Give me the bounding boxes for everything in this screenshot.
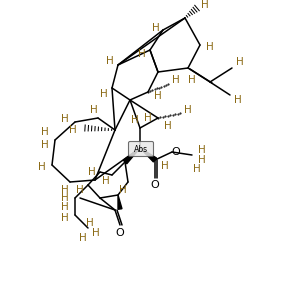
Text: H: H bbox=[152, 23, 160, 33]
Text: H: H bbox=[234, 95, 242, 105]
Text: O: O bbox=[116, 228, 124, 238]
Text: H: H bbox=[188, 75, 196, 85]
Text: H: H bbox=[201, 0, 209, 10]
Text: H: H bbox=[38, 162, 46, 172]
Text: H: H bbox=[161, 161, 169, 171]
FancyBboxPatch shape bbox=[129, 141, 154, 156]
Text: H: H bbox=[79, 233, 87, 243]
Text: H: H bbox=[76, 185, 84, 195]
Text: H: H bbox=[100, 89, 108, 99]
Text: H: H bbox=[69, 125, 77, 135]
Text: H: H bbox=[154, 91, 162, 101]
Text: H: H bbox=[41, 140, 49, 150]
Polygon shape bbox=[118, 195, 122, 209]
Text: H: H bbox=[131, 115, 139, 125]
Text: H: H bbox=[90, 105, 98, 115]
Text: H: H bbox=[102, 176, 110, 186]
Polygon shape bbox=[123, 148, 140, 164]
Text: H: H bbox=[164, 121, 172, 131]
Text: H: H bbox=[138, 49, 146, 59]
Text: H: H bbox=[41, 127, 49, 137]
Text: H: H bbox=[61, 193, 69, 203]
Text: H: H bbox=[193, 164, 201, 174]
Text: H: H bbox=[184, 105, 192, 115]
Text: H: H bbox=[198, 155, 206, 165]
Text: H: H bbox=[206, 42, 214, 52]
Text: H: H bbox=[119, 185, 127, 195]
Text: H: H bbox=[61, 185, 69, 195]
Text: H: H bbox=[61, 114, 69, 124]
Text: H: H bbox=[172, 75, 180, 85]
Polygon shape bbox=[140, 148, 156, 162]
Text: H: H bbox=[198, 145, 206, 155]
Text: O: O bbox=[172, 147, 180, 157]
Text: H: H bbox=[92, 228, 100, 238]
Text: H: H bbox=[61, 202, 69, 212]
Text: Abs: Abs bbox=[134, 145, 148, 153]
Text: H: H bbox=[88, 167, 96, 177]
Text: H: H bbox=[106, 56, 114, 66]
Text: H: H bbox=[86, 218, 94, 228]
Text: H: H bbox=[144, 113, 152, 123]
Text: O: O bbox=[151, 180, 159, 190]
Text: H: H bbox=[236, 57, 244, 67]
Text: H: H bbox=[61, 213, 69, 223]
